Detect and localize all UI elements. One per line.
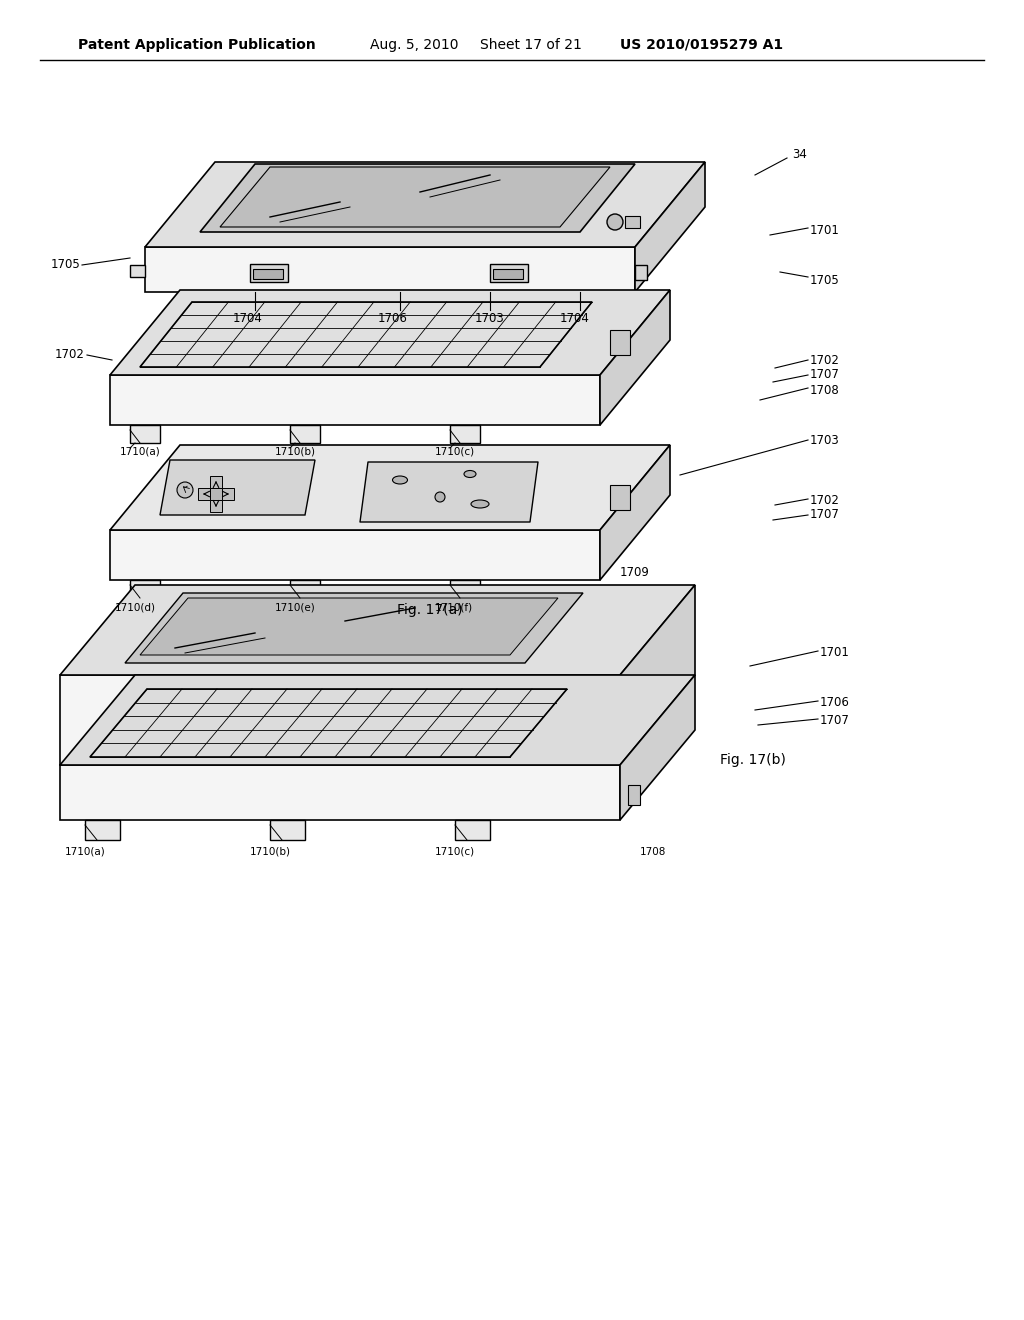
- Circle shape: [177, 482, 193, 498]
- Text: 1704: 1704: [233, 312, 263, 325]
- Polygon shape: [140, 598, 558, 655]
- Bar: [635, 265, 647, 280]
- Bar: [493, 269, 523, 279]
- Text: 1706: 1706: [820, 696, 850, 709]
- Polygon shape: [210, 500, 222, 512]
- Circle shape: [607, 214, 623, 230]
- Text: 1707: 1707: [820, 714, 850, 726]
- Text: 1710(a): 1710(a): [65, 847, 105, 857]
- Text: 1710(e): 1710(e): [275, 603, 315, 612]
- Polygon shape: [110, 375, 600, 425]
- Text: 1710(d): 1710(d): [115, 603, 156, 612]
- Bar: [253, 269, 283, 279]
- Text: Sheet 17 of 21: Sheet 17 of 21: [480, 38, 582, 51]
- Bar: [610, 330, 630, 355]
- Polygon shape: [270, 820, 305, 840]
- Polygon shape: [130, 425, 160, 444]
- Ellipse shape: [435, 492, 445, 502]
- Text: 1703: 1703: [810, 433, 840, 446]
- Bar: [490, 264, 528, 282]
- Polygon shape: [125, 593, 583, 663]
- Text: 1710(c): 1710(c): [435, 446, 475, 455]
- Polygon shape: [110, 445, 670, 531]
- Bar: [628, 700, 640, 719]
- Polygon shape: [290, 579, 319, 598]
- Text: 1703: 1703: [475, 312, 505, 325]
- Polygon shape: [85, 820, 120, 840]
- Text: 1701: 1701: [820, 645, 850, 659]
- Polygon shape: [60, 675, 695, 766]
- Polygon shape: [110, 290, 670, 375]
- Ellipse shape: [464, 470, 476, 478]
- Text: 1708: 1708: [810, 384, 840, 396]
- Ellipse shape: [471, 500, 489, 508]
- Polygon shape: [160, 459, 315, 515]
- Text: 1710(b): 1710(b): [250, 847, 291, 857]
- Polygon shape: [600, 290, 670, 425]
- Polygon shape: [455, 820, 490, 840]
- Text: 1702: 1702: [810, 354, 840, 367]
- Text: Patent Application Publication: Patent Application Publication: [78, 38, 315, 51]
- Bar: [625, 216, 640, 228]
- Ellipse shape: [392, 477, 408, 484]
- Text: 1710(a): 1710(a): [120, 446, 161, 455]
- Text: 1709: 1709: [620, 565, 650, 578]
- Polygon shape: [110, 531, 600, 579]
- Text: 1701: 1701: [810, 223, 840, 236]
- Bar: [250, 264, 288, 282]
- Polygon shape: [600, 445, 670, 579]
- Polygon shape: [620, 675, 695, 820]
- Bar: [610, 484, 630, 510]
- Text: 1710(b): 1710(b): [275, 446, 316, 455]
- Polygon shape: [198, 488, 210, 500]
- Polygon shape: [145, 162, 705, 247]
- Text: 1708: 1708: [640, 847, 667, 857]
- Polygon shape: [635, 162, 705, 292]
- Polygon shape: [210, 488, 222, 500]
- Text: 1710(c): 1710(c): [435, 847, 475, 857]
- Polygon shape: [130, 579, 160, 598]
- Text: 1710(f): 1710(f): [435, 603, 473, 612]
- Text: 1705: 1705: [810, 273, 840, 286]
- Text: 1702: 1702: [55, 348, 85, 362]
- Text: Fig. 17(b): Fig. 17(b): [720, 752, 785, 767]
- Polygon shape: [200, 164, 635, 232]
- Polygon shape: [60, 766, 620, 820]
- Bar: [130, 265, 145, 277]
- Polygon shape: [450, 425, 480, 444]
- Text: 1706: 1706: [378, 312, 408, 325]
- Polygon shape: [210, 477, 222, 488]
- Text: Fig. 17(a): Fig. 17(a): [397, 603, 463, 616]
- Text: 1702: 1702: [810, 494, 840, 507]
- Polygon shape: [60, 585, 695, 675]
- Text: 1707: 1707: [810, 368, 840, 381]
- Polygon shape: [145, 247, 635, 292]
- Text: US 2010/0195279 A1: US 2010/0195279 A1: [620, 38, 783, 51]
- Polygon shape: [450, 579, 480, 598]
- Polygon shape: [290, 425, 319, 444]
- Text: 1704: 1704: [560, 312, 590, 325]
- Text: 1705: 1705: [50, 259, 80, 272]
- Bar: [628, 785, 640, 805]
- Text: 1707: 1707: [810, 508, 840, 521]
- Polygon shape: [360, 462, 538, 521]
- Polygon shape: [220, 168, 610, 227]
- Text: 34: 34: [792, 149, 807, 161]
- Polygon shape: [620, 585, 695, 766]
- Text: Aug. 5, 2010: Aug. 5, 2010: [370, 38, 459, 51]
- Polygon shape: [222, 488, 234, 500]
- Polygon shape: [60, 675, 620, 766]
